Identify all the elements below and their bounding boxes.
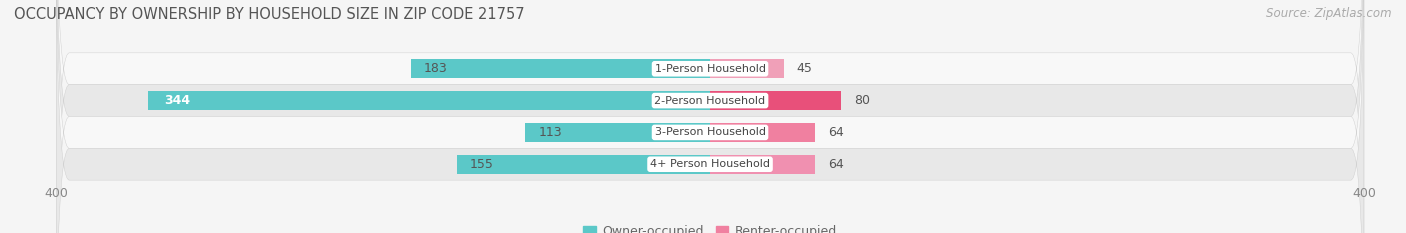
Bar [148, 91, 710, 110]
Text: 64: 64 [828, 126, 844, 139]
Text: 3-Person Household: 3-Person Household [655, 127, 765, 137]
Text: Source: ZipAtlas.com: Source: ZipAtlas.com [1267, 7, 1392, 20]
Text: 64: 64 [828, 158, 844, 171]
Bar [411, 59, 710, 78]
FancyBboxPatch shape [56, 0, 1364, 233]
FancyBboxPatch shape [56, 0, 1364, 233]
Bar [710, 59, 783, 78]
Text: 45: 45 [797, 62, 813, 75]
Text: 183: 183 [425, 62, 447, 75]
Text: 155: 155 [470, 158, 494, 171]
Legend: Owner-occupied, Renter-occupied: Owner-occupied, Renter-occupied [578, 220, 842, 233]
FancyBboxPatch shape [56, 0, 1364, 233]
Bar [710, 123, 814, 142]
Text: 80: 80 [853, 94, 870, 107]
Text: 2-Person Household: 2-Person Household [654, 96, 766, 106]
Bar [457, 155, 710, 174]
Bar [710, 155, 814, 174]
Bar [526, 123, 710, 142]
Text: 4+ Person Household: 4+ Person Household [650, 159, 770, 169]
Text: 344: 344 [165, 94, 190, 107]
Text: OCCUPANCY BY OWNERSHIP BY HOUSEHOLD SIZE IN ZIP CODE 21757: OCCUPANCY BY OWNERSHIP BY HOUSEHOLD SIZE… [14, 7, 524, 22]
Bar [710, 91, 841, 110]
Text: 1-Person Household: 1-Person Household [655, 64, 765, 74]
FancyBboxPatch shape [56, 0, 1364, 233]
Text: 113: 113 [538, 126, 562, 139]
